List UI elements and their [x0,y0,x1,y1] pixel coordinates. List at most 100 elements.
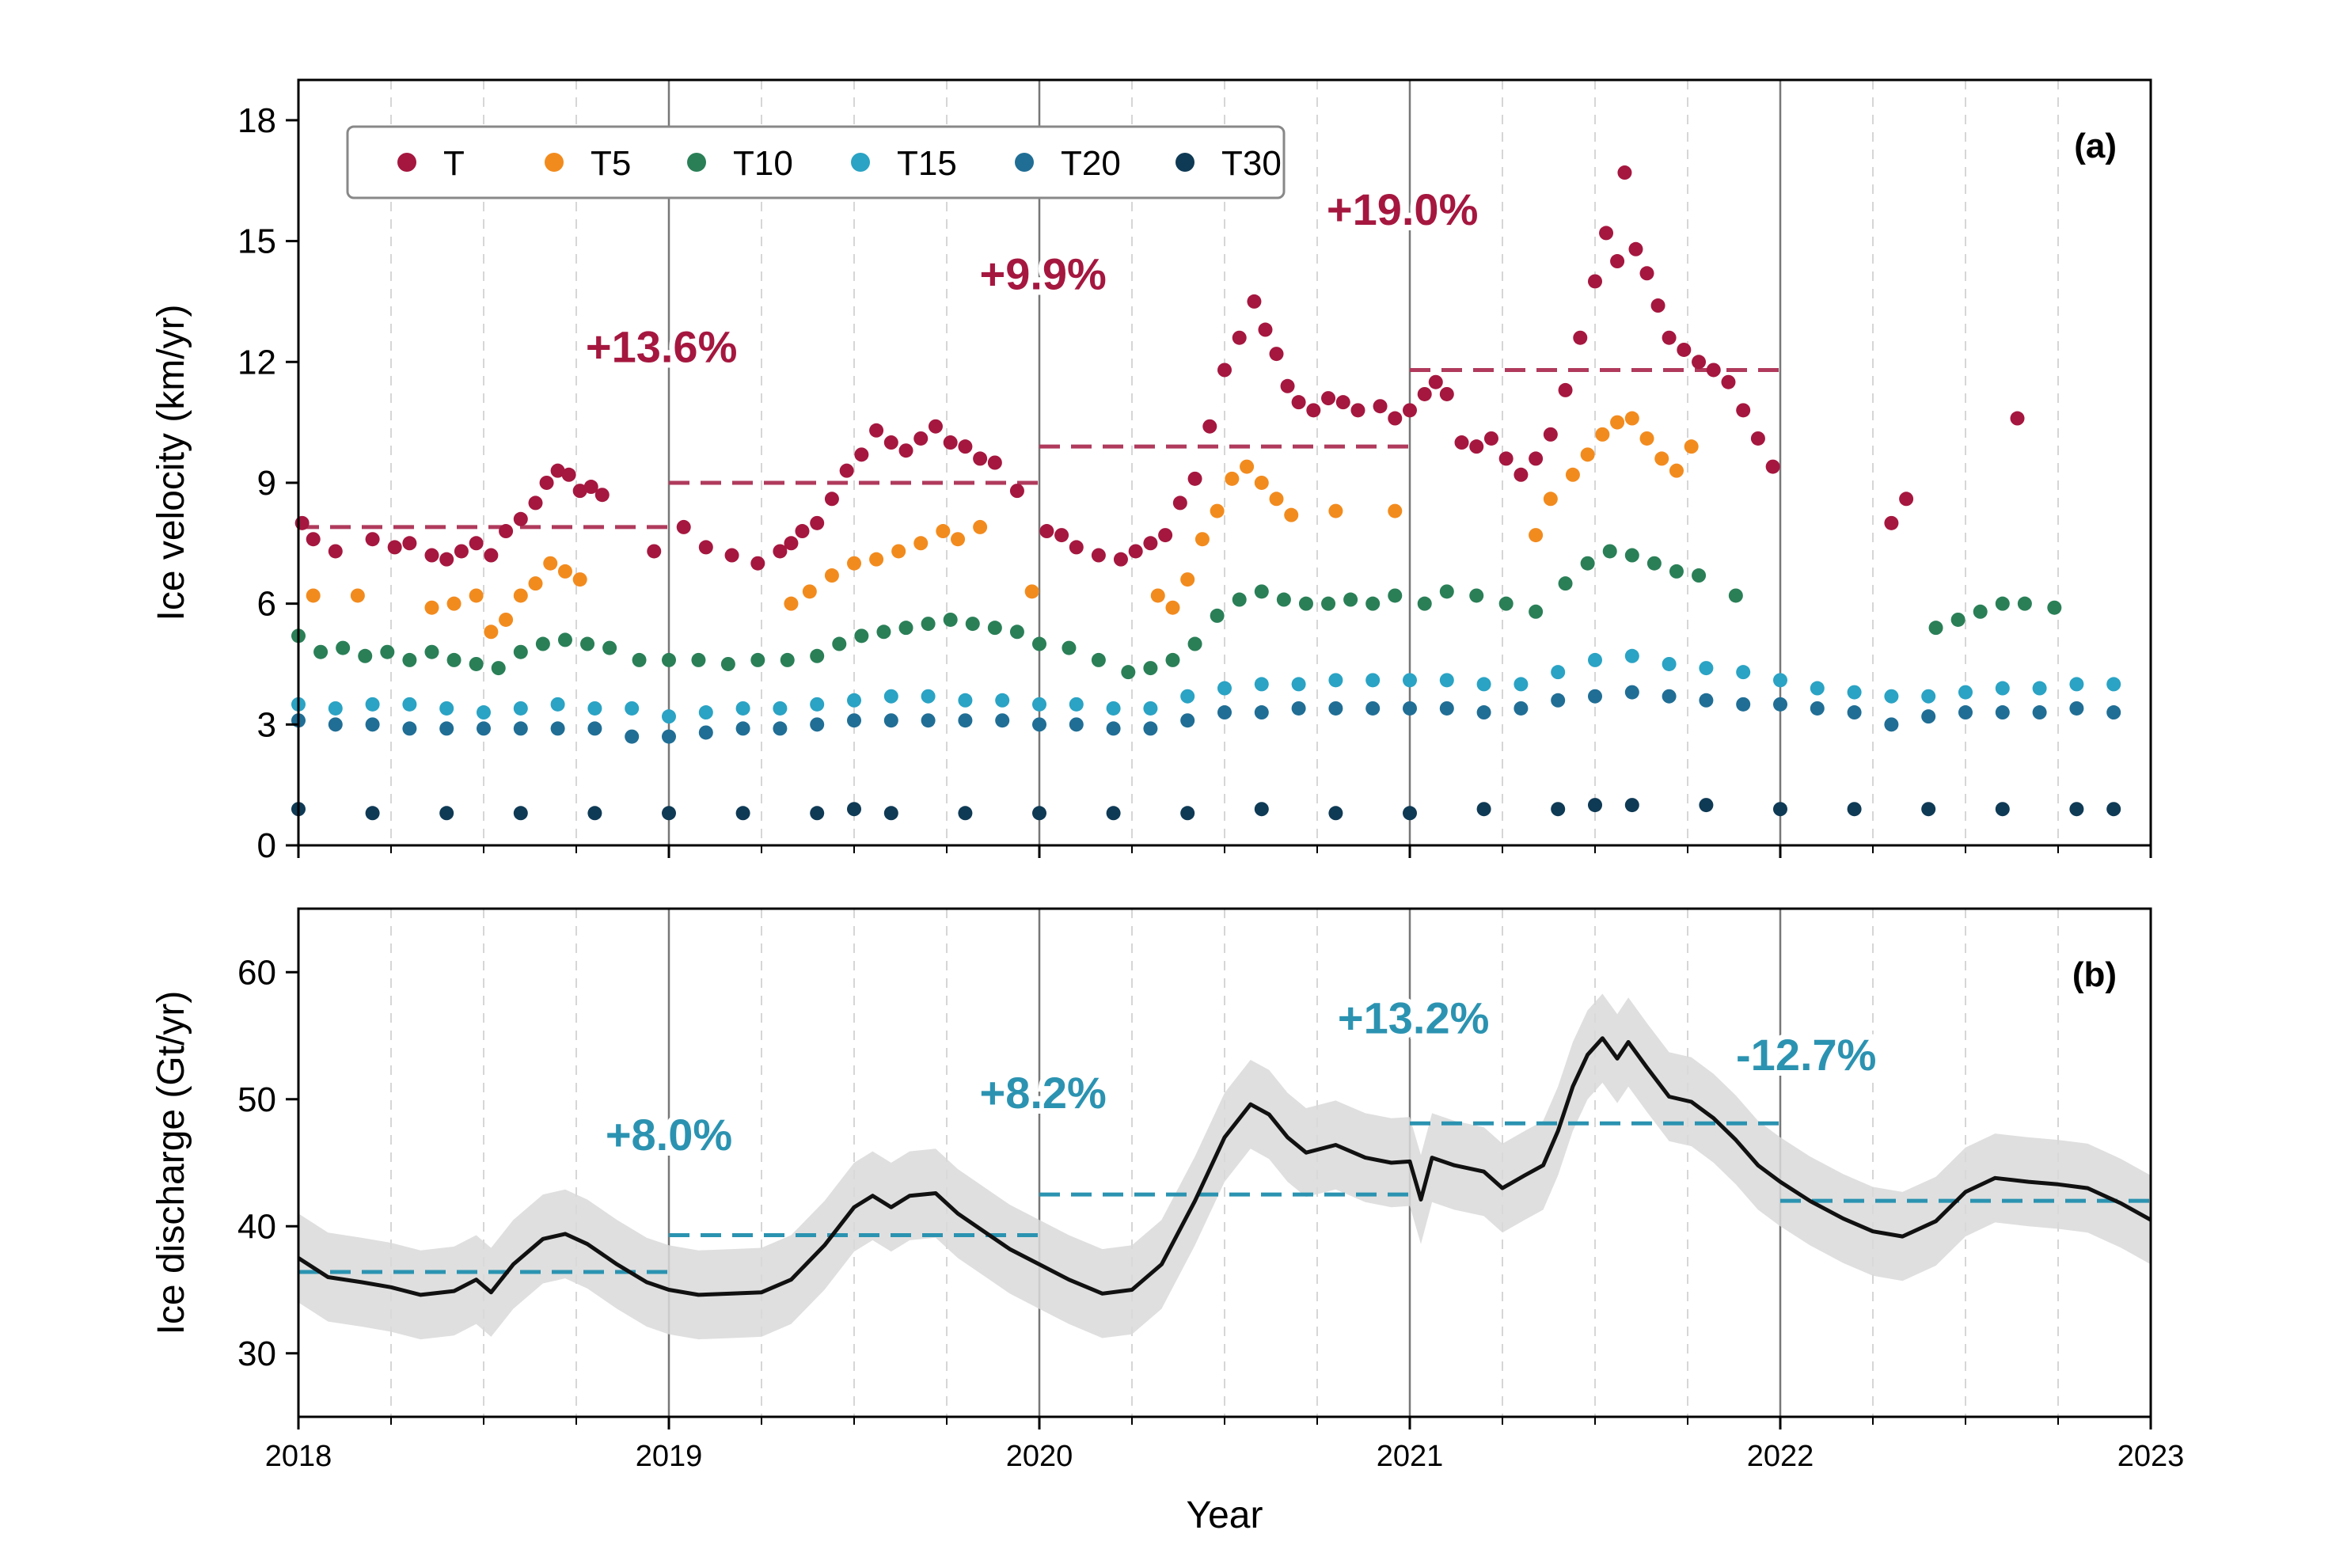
point-t15 [847,693,861,708]
point-t30 [513,806,528,821]
point-t15 [2069,677,2084,692]
point-t [1721,374,1736,389]
point-t [1113,552,1128,567]
point-t30 [1254,802,1269,817]
point-t20 [1180,713,1195,728]
point-t30 [1106,806,1121,821]
point-t10 [1995,596,2010,611]
point-t [1469,439,1484,454]
point-t [1428,374,1443,389]
point-t [810,515,825,530]
point-t15 [1032,697,1046,712]
point-t10 [750,652,765,667]
panel-a-label: (a) [2074,127,2117,165]
point-t [1628,241,1643,256]
panel-a-ylabel: Ice velocity (km/yr) [150,304,192,621]
panel-b-percent-annotation: -12.7% [1736,1030,1876,1080]
point-t10 [691,652,706,667]
legend-item-t5: T5 [545,144,631,183]
point-t15 [1773,673,1787,688]
point-t30 [883,806,898,821]
panel-a-annotations: +13.6% +9.9% +19.0% [580,179,1484,377]
y-tick-label: 12 [237,343,276,382]
point-t [1899,492,1914,507]
point-t20 [1328,700,1343,716]
point-t10 [1602,544,1617,559]
point-t5 [1165,600,1180,615]
point-t20 [773,721,788,736]
point-t15 [1328,673,1343,688]
point-t20 [662,729,676,744]
point-t10 [1232,592,1247,607]
point-t20 [1736,697,1751,712]
panel-a-scatter-points [291,165,2121,821]
legend-box [346,125,1286,199]
point-t [1039,524,1054,539]
point-t10 [965,617,980,632]
point-t [469,536,484,551]
point-t20 [1847,705,1862,720]
point-t20 [1032,717,1046,732]
x-tick-label: 2019 [636,1440,703,1473]
point-t10 [1321,596,1336,611]
point-t [1454,435,1469,450]
panel-b-percent-annotation: +8.2% [980,1068,1107,1118]
point-t15 [439,700,454,716]
point-t [1306,403,1321,418]
point-t15 [513,700,528,716]
point-t5 [1150,588,1165,603]
point-t10 [854,628,869,644]
point-t [454,544,469,559]
point-t [647,544,662,559]
point-t [1750,431,1765,446]
point-t5 [1684,439,1699,454]
point-t15 [773,700,788,716]
point-t20 [1958,705,1973,720]
point-t30 [735,806,750,821]
point-t20 [625,729,640,744]
point-t15 [1588,652,1602,667]
point-t10 [1143,661,1158,676]
panel-b-percent-annotation: +13.2% [1338,993,1490,1042]
point-t10 [446,652,461,667]
point-t [1321,391,1336,406]
point-t5 [424,600,439,615]
point-t15 [662,709,676,724]
x-axis-label: Year [1187,1494,1263,1536]
point-t30 [2106,802,2121,817]
point-t10 [491,661,506,676]
point-t5 [802,584,817,599]
point-t30 [847,802,861,817]
point-t30 [1551,802,1566,817]
point-t15 [1995,681,2010,696]
point-t [913,431,929,446]
point-t15 [698,705,713,720]
point-t [698,540,713,555]
point-t5 [1543,492,1558,507]
point-t [2010,411,2025,426]
point-t20 [477,721,491,736]
point-t15 [625,700,640,716]
point-t20 [847,713,861,728]
point-t [583,480,598,495]
point-t20 [735,721,750,736]
point-t [943,435,958,450]
point-t15 [587,700,602,716]
point-t [1692,355,1707,370]
point-t20 [587,721,602,736]
point-t5 [306,588,321,603]
point-t30 [439,806,454,821]
point-t10 [1032,636,1046,651]
point-t [424,548,439,563]
y-tick-label: 6 [257,585,276,624]
point-t5 [543,556,558,571]
point-t30 [1921,802,1936,817]
legend-label: T15 [897,144,957,183]
point-t20 [513,721,528,736]
point-t5 [1194,532,1210,547]
point-t [750,556,765,571]
point-t5 [557,564,572,579]
point-t10 [1580,556,1595,571]
point-t [1187,471,1202,486]
x-tick-label: 2018 [265,1440,332,1473]
